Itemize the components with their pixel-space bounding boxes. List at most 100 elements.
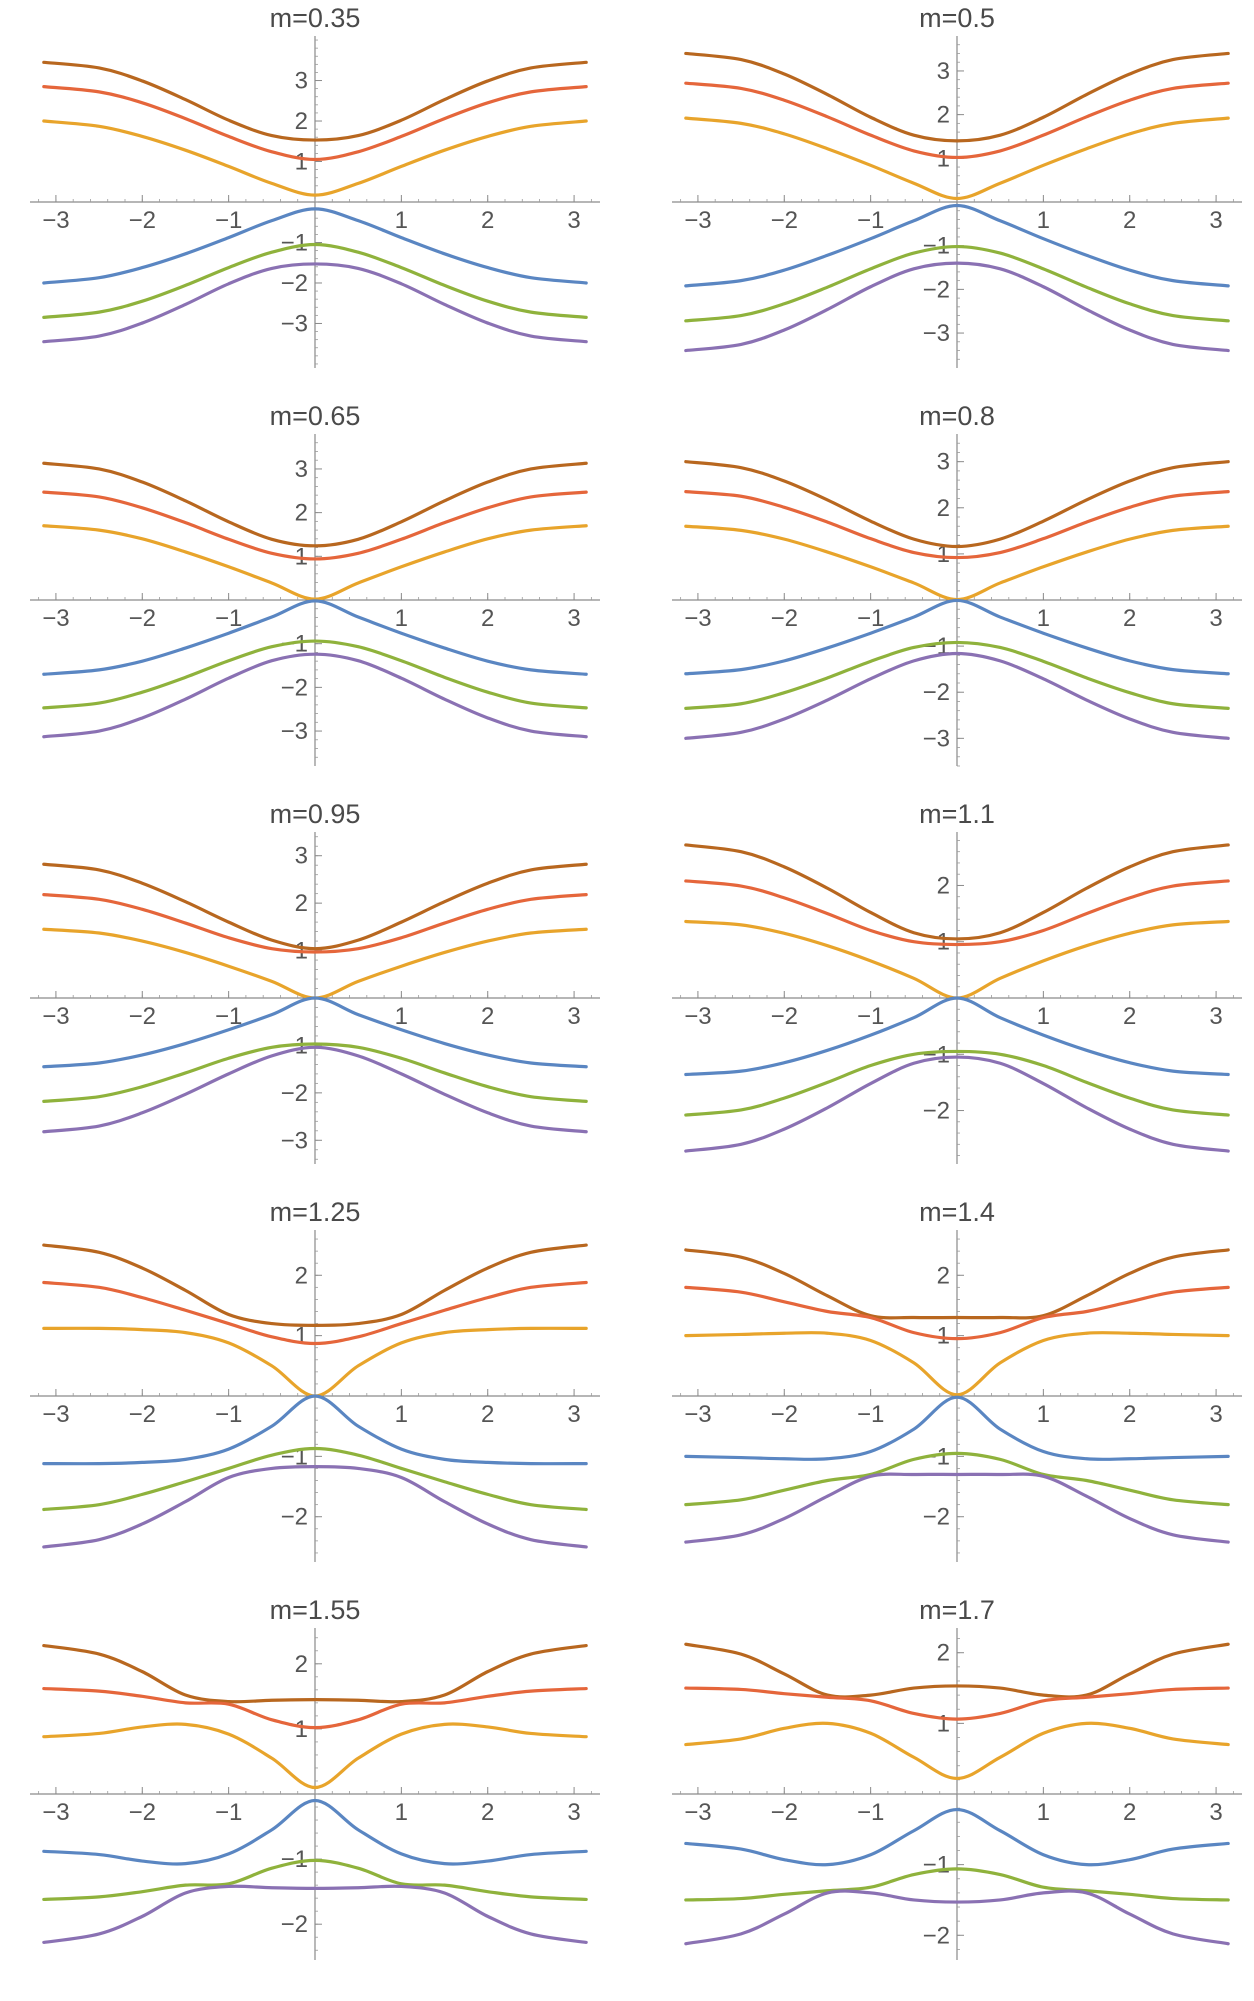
series-line [684,651,1230,740]
y-tick-label: −3 [281,310,308,337]
x-tick-label: 3 [567,1003,580,1030]
series-line [684,81,1230,160]
series-line [42,639,588,710]
chart-title: m=1.1 [919,799,995,829]
y-tick-label: 2 [937,102,950,129]
x-tick-label: 3 [567,605,580,632]
x-tick-label: 3 [567,207,580,234]
series-line [42,652,588,739]
y-tick-label: 1 [937,541,950,568]
series-line [684,996,1230,1077]
y-tick-label: −3 [281,1127,308,1154]
series-line [42,1858,588,1902]
x-tick-label: 2 [481,207,494,234]
series-line [42,1686,588,1730]
y-tick-label: −2 [281,674,308,701]
series-line [42,1394,588,1466]
y-tick-label: −2 [281,1080,308,1107]
x-tick-label: −2 [129,1401,156,1428]
x-tick-label: −2 [771,1401,798,1428]
x-tick-label: 2 [1123,207,1136,234]
x-tick-label: −2 [129,605,156,632]
series-line [42,1045,588,1134]
series-line [684,1721,1230,1781]
series-line [42,1643,588,1704]
x-tick-label: 2 [481,1799,494,1826]
chart-plot: −3 −2 −1 1 2 3−2−112 [672,1230,1242,1562]
x-tick-label: 2 [481,605,494,632]
x-tick-label: −1 [857,605,884,632]
chart-panel: m=1.7 −3 −2 −1 1 2 3 −2 −1 1 2 [672,1592,1242,1972]
x-tick-label: −3 [684,1003,711,1030]
chart-plot: −3 −2 −1 1 2 3−2−112 [30,1628,600,1960]
x-tick-label: 1 [395,207,408,234]
series-line [42,1446,588,1512]
y-tick-label: 2 [295,1262,308,1289]
x-tick-label: 1 [395,1401,408,1428]
y-tick-label: −3 [281,718,308,745]
x-tick-label: −3 [42,1003,69,1030]
series-line [42,60,588,142]
x-tick-label: −3 [42,605,69,632]
y-tick-label: 1 [937,1710,950,1737]
y-tick-label: 1 [937,145,950,172]
series-line [42,862,588,951]
y-tick-label: 1 [295,149,308,176]
series-line [684,244,1230,323]
y-tick-label: −1 [281,229,308,256]
series-line [684,1331,1230,1397]
x-tick-label: 3 [1209,1003,1222,1030]
x-tick-label: −2 [771,1003,798,1030]
series-line [684,598,1230,676]
chart-panel: m=0.5 −3 −2 −1 1 2 3 −3 −2 −1 1 2 3 [672,0,1242,380]
x-tick-label: −3 [684,1799,711,1826]
y-tick-label: 2 [937,1640,950,1667]
y-tick-label: 1 [295,1716,308,1743]
x-tick-label: 2 [1123,1003,1136,1030]
y-tick-label: −2 [923,276,950,303]
x-tick-label: −1 [215,605,242,632]
series-line [42,85,588,162]
x-tick-label: −1 [857,1799,884,1826]
chart-title: m=1.25 [269,1197,361,1227]
x-tick-label: 2 [481,1401,494,1428]
series-line [684,1807,1230,1867]
chart-panel: m=1.55 −3 −2 −1 1 2 3 −2 −1 1 2 [30,1592,600,1972]
y-tick-label: −3 [923,725,950,752]
x-tick-label: 2 [1123,605,1136,632]
chart-title: m=1.7 [919,1595,995,1625]
chart-title: m=0.35 [269,3,361,33]
y-tick-label: 2 [937,872,950,899]
chart-panel: m=0.65 −3 −2 −1 1 2 3 −3 −2 −1 1 2 3 [30,398,600,778]
y-tick-label: 1 [937,1323,950,1350]
y-tick-label: 3 [937,449,950,476]
chart-title: m=0.5 [919,3,995,33]
series-line [42,1465,588,1549]
x-tick-label: 3 [1209,605,1222,632]
series-line [684,1285,1230,1341]
x-tick-label: −1 [215,1799,242,1826]
x-tick-label: −2 [771,207,798,234]
chart-plot: −3 −2 −1 1 2 3−2−112 [30,1230,600,1562]
x-tick-label: −3 [684,605,711,632]
series-line [42,1243,588,1327]
y-tick-label: 3 [295,68,308,95]
y-tick-label: −2 [923,1922,950,1949]
series-line [42,119,588,197]
chart-title: m=0.8 [919,401,995,431]
chart-panel: m=1.1 −3 −2 −1 1 2 3 −2 −1 1 2 [672,796,1242,1176]
series-line [684,261,1230,353]
series-line [42,1798,588,1866]
series-line [684,640,1230,710]
chart-panel: m=1.25 −3 −2 −1 1 2 3 −2 −1 1 2 [30,1194,600,1574]
series-line [684,1472,1230,1544]
x-tick-label: −2 [771,605,798,632]
y-tick-label: 3 [295,843,308,870]
series-line [42,242,588,319]
x-tick-label: −3 [42,1401,69,1428]
x-tick-label: −2 [771,1799,798,1826]
